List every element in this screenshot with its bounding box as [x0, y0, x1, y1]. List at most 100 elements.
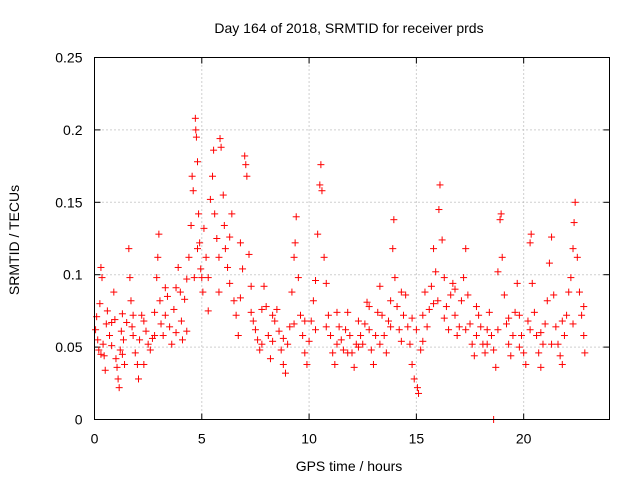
- data-point: [511, 308, 519, 316]
- data-point: [408, 360, 416, 368]
- data-point: [548, 340, 556, 348]
- data-point: [317, 161, 325, 169]
- data-point: [397, 337, 405, 345]
- data-point: [427, 282, 435, 290]
- data-point: [115, 384, 123, 392]
- data-point: [442, 303, 450, 311]
- data-point: [230, 297, 238, 305]
- data-point: [406, 340, 414, 348]
- data-point: [419, 337, 427, 345]
- data-point: [530, 308, 538, 316]
- data-point: [117, 327, 125, 335]
- data-point: [320, 253, 328, 261]
- data-point: [563, 311, 571, 319]
- data-point: [269, 311, 277, 319]
- data-point: [247, 308, 255, 316]
- data-point: [127, 297, 135, 305]
- data-point: [183, 327, 191, 335]
- data-point: [541, 320, 549, 328]
- chart-title: Day 164 of 2018, SRMTID for receiver prd…: [214, 20, 483, 36]
- data-point: [361, 320, 369, 328]
- data-point: [430, 245, 438, 253]
- data-point: [483, 326, 491, 334]
- data-point: [176, 288, 184, 296]
- data-point: [537, 363, 545, 371]
- data-point: [286, 323, 294, 331]
- data-point: [384, 317, 392, 325]
- data-points: [92, 114, 589, 423]
- data-point: [249, 317, 257, 325]
- data-point: [494, 326, 502, 334]
- data-point: [245, 250, 253, 258]
- data-point: [151, 308, 159, 316]
- data-point: [129, 332, 137, 340]
- data-point: [290, 253, 298, 261]
- data-point: [294, 274, 302, 282]
- data-point: [573, 253, 581, 261]
- data-point: [413, 384, 421, 392]
- data-point: [528, 279, 536, 287]
- data-point: [389, 245, 397, 253]
- data-point: [363, 298, 371, 306]
- data-point: [380, 332, 388, 340]
- data-point: [211, 210, 219, 218]
- data-point: [550, 291, 558, 299]
- data-point: [243, 172, 251, 180]
- data-point: [447, 291, 455, 299]
- data-point: [106, 332, 114, 340]
- data-point: [159, 332, 167, 340]
- data-point: [397, 288, 405, 296]
- data-point: [430, 300, 438, 308]
- data-point: [281, 369, 289, 377]
- data-point: [111, 316, 119, 324]
- data-point: [114, 375, 122, 383]
- data-point: [421, 288, 429, 296]
- data-point: [142, 327, 150, 335]
- data-point: [94, 336, 102, 344]
- data-point: [492, 363, 500, 371]
- data-point: [503, 320, 510, 328]
- data-point: [166, 323, 174, 331]
- data-point: [354, 343, 362, 351]
- y-tick-label: 0.2: [63, 122, 83, 138]
- data-point: [526, 239, 534, 247]
- data-point: [194, 245, 201, 253]
- data-point: [466, 320, 474, 328]
- data-point: [305, 337, 313, 345]
- data-point: [172, 284, 180, 292]
- data-point: [262, 303, 270, 311]
- data-point: [219, 191, 227, 199]
- data-point: [571, 198, 579, 206]
- x-tick-label: 15: [409, 431, 425, 447]
- data-point: [121, 360, 129, 368]
- data-point: [118, 350, 126, 358]
- data-point: [460, 274, 468, 282]
- data-point: [464, 291, 472, 299]
- data-point: [537, 329, 545, 337]
- data-point: [113, 363, 121, 371]
- data-point: [487, 332, 495, 340]
- data-point: [387, 323, 395, 331]
- data-point: [335, 323, 343, 331]
- data-point: [221, 245, 229, 253]
- data-point: [290, 320, 298, 328]
- data-point: [99, 340, 107, 348]
- data-point: [410, 375, 418, 383]
- data-point: [312, 276, 320, 284]
- data-point: [387, 297, 395, 305]
- data-point: [376, 340, 384, 348]
- data-point: [140, 360, 148, 368]
- data-point: [251, 326, 259, 334]
- data-point: [157, 320, 165, 328]
- data-point: [189, 187, 197, 195]
- data-point: [196, 239, 204, 247]
- data-point: [236, 294, 244, 302]
- data-point: [192, 126, 200, 134]
- data-point: [423, 323, 431, 331]
- data-point: [515, 311, 523, 319]
- data-point: [494, 268, 502, 276]
- data-point: [247, 282, 255, 290]
- data-point: [357, 332, 365, 340]
- data-point: [307, 317, 315, 325]
